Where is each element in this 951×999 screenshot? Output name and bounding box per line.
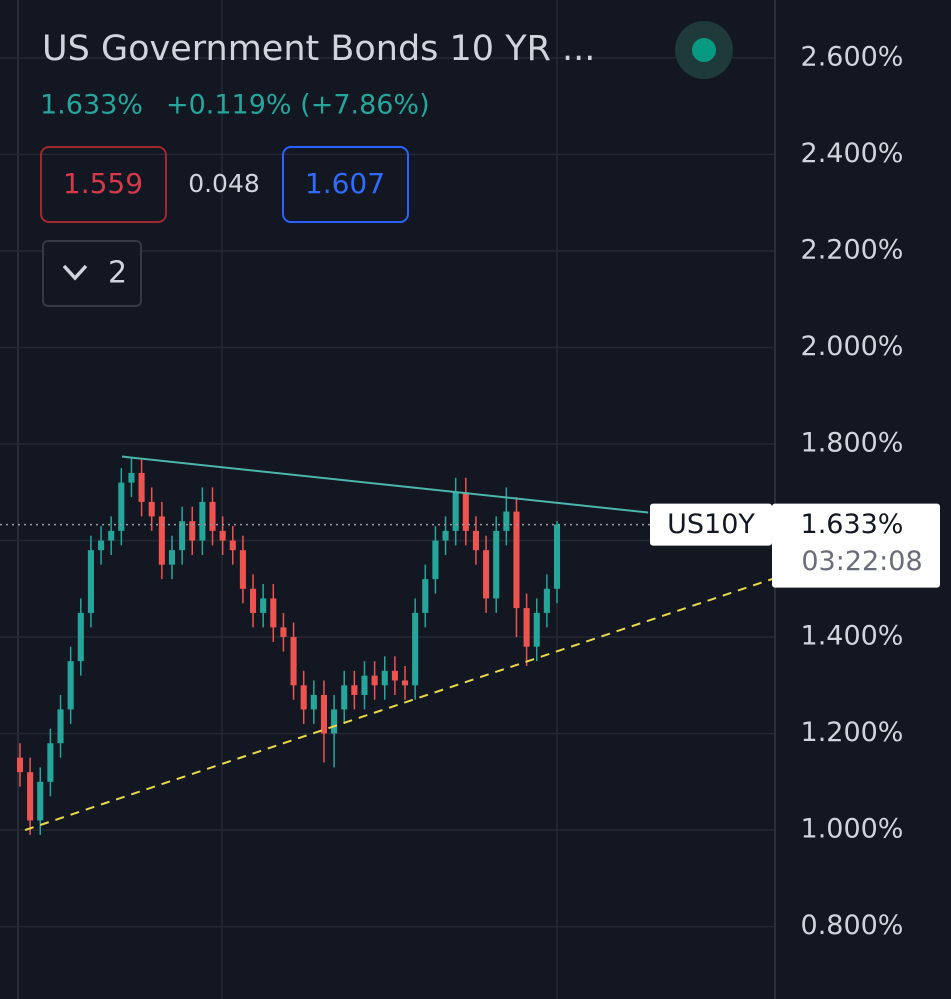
candle-body: [290, 637, 297, 686]
y-tick-label: 1.800%: [801, 428, 904, 459]
candle-body: [158, 516, 165, 565]
candle-body: [351, 685, 358, 695]
y-tick-label: 2.600%: [801, 41, 904, 72]
candle-body: [37, 781, 44, 821]
y-tick-label: 0.800%: [801, 910, 904, 941]
candle-body: [179, 521, 186, 551]
y-tick-label: 2.400%: [801, 138, 904, 169]
trend-line: [24, 577, 776, 832]
sell-button[interactable]: [40, 146, 167, 223]
last-price: 1.633%: [40, 90, 143, 121]
y-axis: 0.800%1.000%1.200%1.400%1.600%1.800%2.00…: [650, 41, 940, 941]
candle-body: [533, 612, 540, 647]
candle-body: [341, 685, 348, 710]
candle-body: [77, 612, 84, 662]
candle-body: [108, 530, 115, 541]
candle-body: [270, 598, 277, 628]
candle-body: [249, 588, 257, 613]
candle-body: [361, 675, 368, 695]
symbol-label: US10Y: [667, 509, 755, 540]
price-badge-value: 1.633%: [801, 509, 904, 540]
candle-body: [523, 608, 530, 647]
candle-body: [199, 501, 206, 541]
plot-area: [0, 455, 776, 835]
candle-body: [209, 501, 216, 531]
price-change: +0.119% (+7.86%): [166, 90, 430, 121]
candle-body: [128, 472, 135, 483]
candle-body: [553, 524, 561, 589]
y-tick-label: 1.000%: [801, 814, 904, 845]
spread: 0.048: [188, 169, 260, 198]
candle-body: [391, 670, 398, 681]
candle-body: [401, 680, 409, 686]
candle-body: [57, 709, 64, 744]
candle-body: [87, 550, 94, 613]
y-tick-label: 2.200%: [801, 234, 904, 265]
candle-body: [280, 627, 287, 638]
collapse-button[interactable]: [42, 240, 142, 307]
trend-line: [121, 455, 649, 514]
candle-body: [300, 685, 307, 710]
collapsed-count: 2: [108, 256, 127, 291]
y-tick-label: 1.200%: [801, 717, 904, 748]
candle-body: [483, 550, 490, 599]
chevron-icon: [62, 264, 88, 281]
candle-body: [148, 501, 155, 517]
candle-body: [381, 670, 388, 686]
candle-body: [452, 492, 459, 531]
candle-body: [503, 511, 510, 531]
candle-body: [118, 482, 125, 531]
candle-body: [189, 521, 196, 541]
candle-body: [239, 550, 246, 589]
status-dot: [692, 38, 716, 62]
candle-body: [543, 588, 550, 613]
candle-body: [493, 530, 500, 599]
candle-body: [331, 709, 338, 734]
candle-body: [27, 772, 34, 821]
countdown: 03:22:08: [801, 546, 922, 577]
candle-body: [138, 472, 145, 502]
y-tick-label: 2.000%: [801, 331, 904, 362]
buy-button[interactable]: [282, 146, 409, 223]
sell-price: 1.559: [63, 167, 143, 200]
candle-body: [219, 530, 226, 541]
candle-body: [462, 492, 469, 531]
candle-body: [229, 540, 236, 551]
title: US Government Bonds 10 YR ...: [42, 29, 595, 69]
candle-body: [412, 612, 419, 686]
candle-body: [422, 579, 429, 613]
candle-body: [168, 550, 176, 565]
candle-body: [47, 743, 54, 782]
candle-body: [472, 530, 479, 551]
candle-body: [260, 598, 267, 613]
symbol-badge: [650, 503, 772, 546]
candle-body: [16, 757, 24, 773]
price-badge: [772, 503, 940, 588]
candle-body: [513, 511, 520, 609]
candle-body: [310, 694, 317, 710]
y-tick-label: 1.400%: [801, 621, 904, 652]
candle-body: [371, 675, 378, 686]
candle-body: [320, 694, 328, 734]
candle-body: [67, 661, 74, 710]
candle-body: [98, 540, 105, 551]
candle-body: [432, 540, 439, 580]
buy-price: 1.607: [305, 167, 385, 200]
candle-body: [442, 530, 449, 541]
